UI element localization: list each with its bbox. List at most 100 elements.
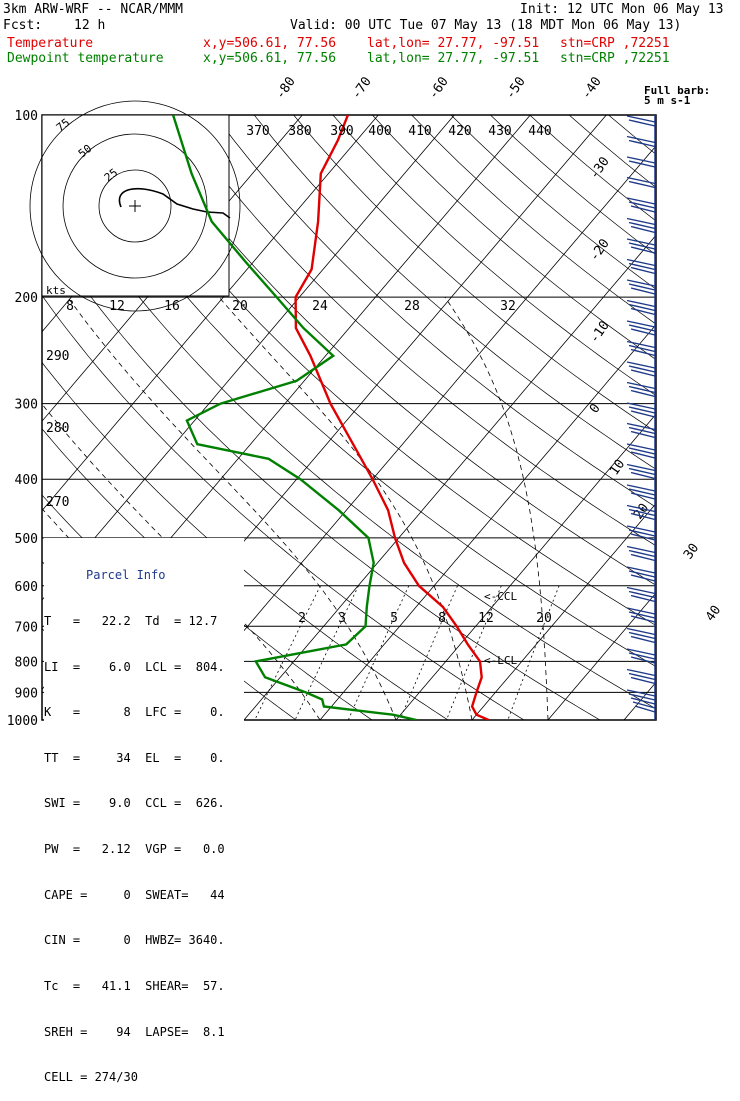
wind-barb [627,280,655,294]
theta-label: 400 [368,124,391,139]
isotherm-label: -80 [273,74,299,102]
theta-label: 430 [488,124,511,139]
theta-label: 440 [528,124,551,139]
pressure-tick-label: 100 [15,109,38,124]
dry-adiabat-line [254,115,740,720]
hodograph-axis-label: 16 [164,299,180,314]
wind-barb [627,116,655,126]
barb-legend-line2: 5 m s-1 [644,94,691,107]
parcel-row: CAPE = 0 SWEAT= 44 [44,888,244,903]
wind-barb [627,444,655,458]
wind-barb [627,670,655,684]
parcel-row: LI = 6.0 LCL = 804. [44,660,244,675]
isotherm-label: 30 [681,541,702,562]
wind-barb [627,485,655,499]
pressure-tick-label: 1000 [7,714,38,729]
wind-barb [627,567,655,581]
moist-adiabat-line [219,297,472,720]
temperature-profile [296,115,489,720]
pressure-tick-label: 900 [15,686,38,701]
parcel-info-panel: Parcel Info T = 22.2 Td = 12.7 LI = 6.0 … [44,538,244,1101]
wind-barb [627,301,655,315]
wind-barb [627,403,655,417]
isotherm-line [396,115,740,720]
wind-barb [627,690,655,712]
mixing-ratio-label: 5 [390,611,398,626]
wind-barb [627,362,655,376]
isotherm-line [624,115,740,720]
isotherm-label: -60 [426,74,452,102]
isotherm-label: -30 [587,154,613,182]
isotherm-line [472,115,740,720]
hodograph-axis-label: 12 [109,299,125,314]
dry-adiabat-line [372,115,740,720]
mixing-ratio-line [348,586,409,720]
theta-label: 420 [448,124,471,139]
wind-barb [627,137,655,147]
hodograph-units-label: kts [46,284,66,297]
parcel-row: K = 8 LFC = 0. [44,705,244,720]
wind-barb [627,424,655,438]
wind-barb [627,219,655,233]
hodograph-axis-label: 20 [232,299,248,314]
pressure-tick-label: 400 [15,473,38,488]
parcel-row: TT = 34 EL = 0. [44,751,244,766]
parcel-row: PW = 2.12 VGP = 0.0 [44,842,244,857]
wind-barb [627,465,655,479]
hodograph-axis-label: 8 [66,299,74,314]
wind-barb [627,629,655,643]
lcl-marker: <-LCL [484,654,517,667]
parcel-row: SREH = 94 LAPSE= 8.1 [44,1025,244,1040]
wind-barb [627,321,655,335]
pressure-tick-label: 300 [15,398,38,413]
isotherm-line [700,115,740,720]
parcel-row: T = 22.2 Td = 12.7 [44,614,244,629]
isotherm-line [320,115,740,720]
parcel-info-title: Parcel Info [44,568,244,583]
isotherm-label: 10 [607,457,628,478]
isotherm-label: -20 [587,236,613,264]
pressure-tick-label: 800 [15,655,38,670]
parcel-row: CELL = 274/30 [44,1070,244,1085]
wind-barb [627,198,655,212]
theta-label: 290 [46,349,69,364]
mixing-ratio-label: 12 [478,611,494,626]
isotherm-label: -10 [587,318,613,346]
theta-label: 280 [46,421,69,436]
theta-label: 410 [408,124,431,139]
hodograph-axis-label: 28 [404,299,420,314]
dry-adiabat-line [333,115,740,720]
dry-adiabat-line [490,115,740,720]
hodograph-axis-label: 32 [500,299,516,314]
dry-adiabat-line [451,115,740,720]
ccl-marker: <-CCL [484,590,517,603]
wind-barb [627,383,655,397]
theta-label: 370 [246,124,269,139]
pressure-tick-label: 600 [15,580,38,595]
parcel-row: Tc = 41.1 SHEAR= 57. [44,979,244,994]
isotherm-label: 40 [703,603,724,624]
pressure-tick-label: 700 [15,620,38,635]
mixing-ratio-line [400,586,458,720]
dry-adiabat-line [215,115,740,720]
theta-label: 380 [288,124,311,139]
pressure-tick-label: 500 [15,532,38,547]
isotherm-label: -50 [503,74,529,102]
theta-label: 270 [46,495,69,510]
parcel-row: CIN = 0 HWBZ= 3640. [44,933,244,948]
wind-barb [627,157,655,167]
wind-barb [627,178,655,188]
wind-barb [627,260,655,274]
mixing-ratio-label: 8 [438,611,446,626]
theta-label: 390 [330,124,353,139]
isotherm-label: -40 [579,74,605,102]
pressure-tick-label: 200 [15,291,38,306]
isotherm-label: -70 [349,74,375,102]
dry-adiabat-line [412,115,740,720]
mixing-ratio-line [508,586,559,720]
isotherm-label: 20 [631,501,652,522]
mixing-ratio-label: 20 [536,611,552,626]
hodograph-axis-label: 24 [312,299,328,314]
mixing-ratio-label: 2 [298,611,306,626]
parcel-row: SWI = 9.0 CCL = 626. [44,796,244,811]
